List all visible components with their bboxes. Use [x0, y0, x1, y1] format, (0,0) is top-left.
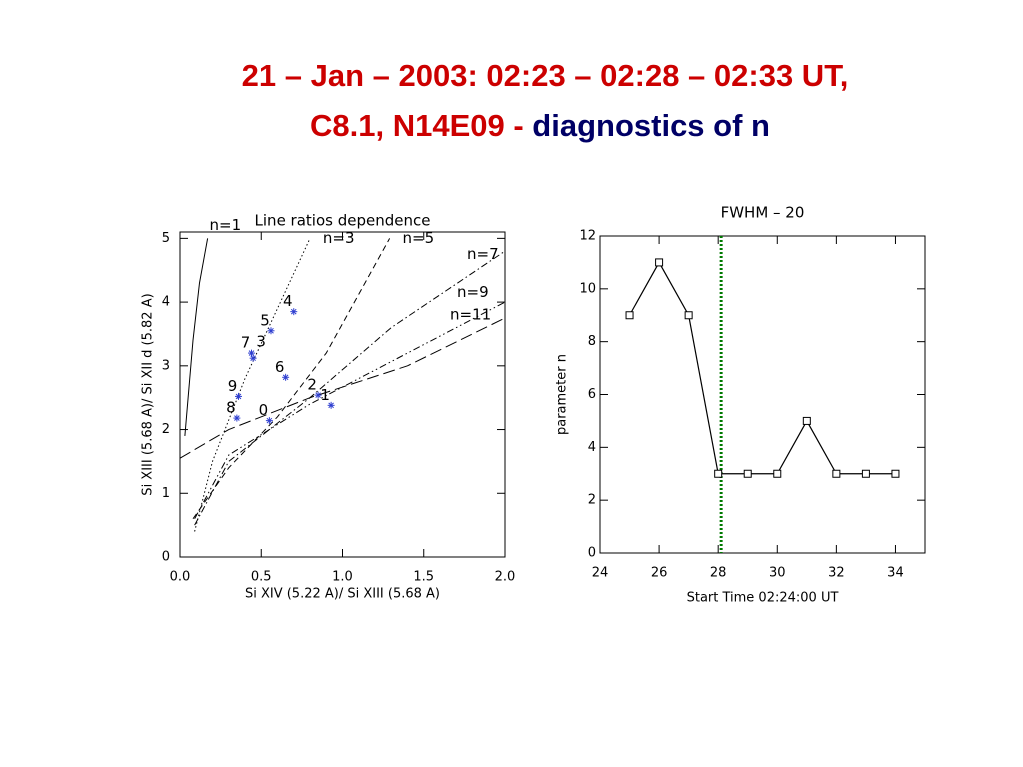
x-tick-label: 0.0	[170, 570, 191, 585]
point-label: 0	[259, 401, 269, 419]
chart-title: Line ratios dependence	[255, 212, 431, 230]
y-tick-label: 2	[162, 422, 170, 437]
data-point	[265, 417, 273, 425]
slide-title: 21 – Jan – 2003: 02:23 – 02:28 – 02:33 U…	[242, 58, 849, 93]
point-label: 9	[228, 377, 238, 395]
curve-label: n=11	[450, 305, 491, 323]
asterisk-stroke	[290, 308, 297, 315]
x-tick-label: 28	[710, 566, 727, 581]
x-tick-label: 1.0	[332, 570, 353, 585]
x-tick-label: 34	[887, 566, 904, 581]
asterisk-stroke	[328, 402, 334, 409]
x-tick-label: 1.5	[413, 570, 434, 585]
y-tick-label: 5	[162, 231, 170, 246]
x-axis-label: Start Time 02:24:00 UT	[687, 591, 839, 606]
x-tick-label: 0.5	[251, 570, 272, 585]
model-curve	[194, 301, 506, 520]
data-point	[282, 373, 290, 381]
data-marker	[714, 469, 723, 478]
y-tick-label: 1	[162, 486, 170, 501]
asterisk-stroke	[266, 417, 273, 424]
y-tick-label: 0	[162, 550, 170, 565]
data-marker	[684, 311, 693, 320]
asterisk-stroke	[268, 327, 274, 334]
data-marker	[802, 416, 811, 425]
y-tick-label: 0	[588, 546, 596, 561]
x-tick-label: 32	[828, 566, 845, 581]
y-tick-label: 10	[579, 281, 596, 296]
data-marker	[655, 258, 664, 267]
subtitle-red: C8.1, N14E09 -	[310, 108, 524, 143]
asterisk-stroke	[235, 393, 242, 400]
data-point	[248, 349, 255, 357]
y-tick-label: 8	[588, 334, 596, 349]
y-tick-label: 4	[588, 440, 596, 455]
data-point	[327, 401, 335, 409]
y-axis-label: Si XIII (5.68 A)/ Si XII d (5.82 A)	[141, 293, 156, 495]
y-tick-label: 4	[162, 295, 170, 310]
asterisk-stroke	[315, 392, 321, 398]
chart-title: FWHM – 20	[721, 204, 805, 222]
data-marker	[773, 469, 782, 478]
x-tick-label: 26	[651, 566, 668, 581]
data-point	[233, 414, 241, 422]
point-label: 5	[260, 311, 270, 329]
plot-frame	[599, 235, 926, 554]
y-axis-label: parameter n	[555, 354, 570, 435]
model-curve	[192, 238, 391, 520]
y-tick-label: 2	[588, 493, 596, 508]
point-label: 4	[283, 292, 293, 310]
model-curve	[194, 238, 311, 532]
point-label: 2	[307, 376, 317, 394]
data-marker	[891, 469, 900, 478]
asterisk-stroke	[248, 350, 255, 356]
asterisk-stroke	[250, 355, 256, 361]
y-tick-label: 12	[579, 229, 596, 244]
data-line	[629, 261, 896, 475]
point-label: 3	[256, 333, 266, 351]
data-marker	[832, 469, 841, 478]
data-point	[290, 308, 298, 316]
data-point	[235, 392, 242, 400]
curve-label: n=1	[210, 216, 242, 234]
asterisk-stroke	[282, 374, 289, 381]
data-point	[249, 354, 257, 362]
data-marker	[625, 311, 634, 320]
y-tick-label: 3	[162, 358, 170, 373]
data-point	[267, 327, 275, 335]
asterisk-stroke	[234, 415, 240, 421]
model-curve	[184, 238, 209, 436]
slide-subtitle: C8.1, N14E09 - diagnostics of n	[310, 108, 770, 143]
data-marker	[861, 469, 870, 478]
x-tick-label: 30	[769, 566, 786, 581]
model-curve	[179, 317, 506, 459]
curve-label: n=7	[467, 245, 499, 263]
point-label: 8	[226, 399, 236, 417]
data-marker	[743, 469, 752, 478]
point-label: 6	[275, 358, 285, 376]
point-label: 7	[241, 334, 251, 352]
curve-label: n=3	[323, 229, 355, 247]
subtitle-blue: diagnostics of n	[532, 108, 770, 143]
x-axis-label: Si XIV (5.22 A)/ Si XIII (5.68 A)	[245, 587, 440, 602]
point-label: 1	[320, 386, 330, 404]
x-tick-label: 2.0	[495, 570, 516, 585]
y-tick-label: 6	[588, 387, 596, 402]
curve-label: n=5	[403, 229, 435, 247]
curve-label: n=9	[457, 283, 489, 301]
data-point	[314, 391, 322, 399]
x-tick-label: 24	[592, 566, 609, 581]
